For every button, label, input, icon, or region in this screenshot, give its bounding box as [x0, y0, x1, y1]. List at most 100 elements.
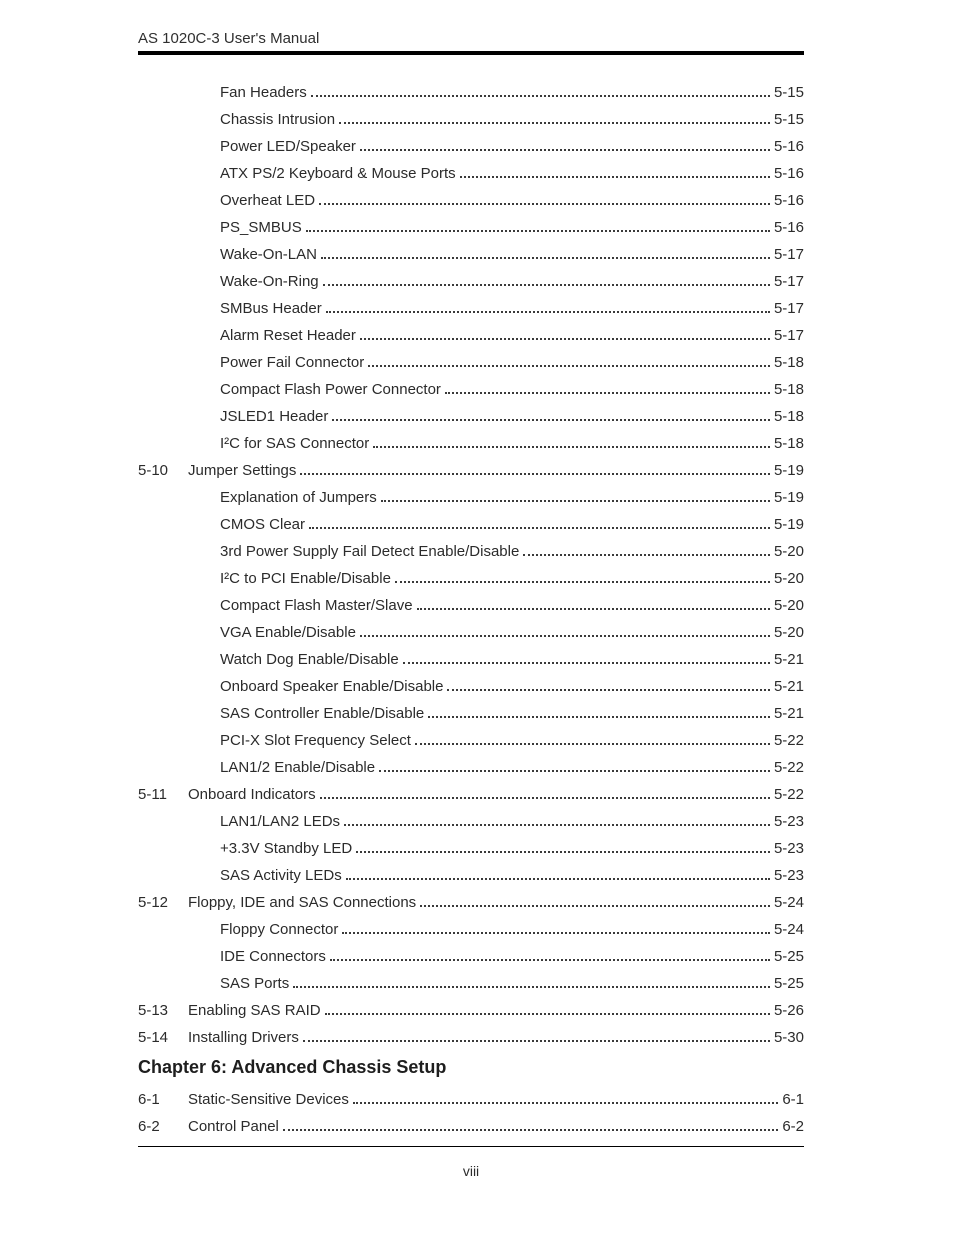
toc-sub-row: Overheat LED5-16 — [138, 193, 804, 208]
footer-rule — [138, 1146, 804, 1147]
toc-label: I²C for SAS Connector — [220, 436, 369, 451]
toc-label: Floppy, IDE and SAS Connections — [188, 895, 416, 910]
leader-dots — [428, 708, 770, 718]
leader-dots — [283, 1121, 778, 1131]
toc-label: Floppy Connector — [220, 922, 338, 937]
toc-label: CMOS Clear — [220, 517, 305, 532]
toc-page: 5-16 — [774, 166, 804, 181]
toc-sub-row: Power Fail Connector 5-18 — [138, 355, 804, 370]
toc-page: 5-17 — [774, 328, 804, 343]
leader-dots — [320, 789, 770, 799]
toc-section-row: 5-10Jumper Settings5-19 — [138, 463, 804, 478]
toc-page: 5-21 — [774, 652, 804, 667]
toc-sub-row: CMOS Clear5-19 — [138, 517, 804, 532]
toc-label: Static-Sensitive Devices — [188, 1092, 349, 1107]
toc-label: SAS Controller Enable/Disable — [220, 706, 424, 721]
toc-section-num: 6-2 — [138, 1119, 188, 1134]
leader-dots — [306, 222, 770, 232]
leader-dots — [346, 870, 770, 880]
toc-label: Jumper Settings — [188, 463, 296, 478]
toc-page: 5-20 — [774, 598, 804, 613]
toc-page: 5-18 — [774, 436, 804, 451]
toc-label: SMBus Header — [220, 301, 322, 316]
toc-sub-row: LAN1/LAN2 LEDs5-23 — [138, 814, 804, 829]
toc-label: Fan Headers — [220, 85, 307, 100]
leader-dots — [342, 924, 770, 934]
toc-page: 5-16 — [774, 139, 804, 154]
toc-sub-row: IDE Connectors5-25 — [138, 949, 804, 964]
toc-page: 5-24 — [774, 922, 804, 937]
toc-sub-row: Compact Flash Power Connector5-18 — [138, 382, 804, 397]
leader-dots — [381, 492, 770, 502]
toc-sub-row: I²C for SAS Connector 5-18 — [138, 436, 804, 451]
leader-dots — [420, 897, 770, 907]
toc-label: I²C to PCI Enable/Disable — [220, 571, 391, 586]
leader-dots — [373, 438, 770, 448]
toc-sub-row: Compact Flash Master/Slave5-20 — [138, 598, 804, 613]
toc-page: 5-24 — [774, 895, 804, 910]
leader-dots — [323, 276, 770, 286]
toc-label: Power Fail Connector — [220, 355, 364, 370]
leader-dots — [360, 330, 770, 340]
toc-section-row: 5-13Enabling SAS RAID5-26 — [138, 1003, 804, 1018]
toc-label: 3rd Power Supply Fail Detect Enable/Disa… — [220, 544, 519, 559]
leader-dots — [360, 627, 770, 637]
toc-page: 5-18 — [774, 409, 804, 424]
toc-label: LAN1/2 Enable/Disable — [220, 760, 375, 775]
toc-page: 5-26 — [774, 1003, 804, 1018]
toc-page: 5-23 — [774, 868, 804, 883]
page-number: viii — [138, 1163, 804, 1179]
toc-label: PCI-X Slot Frequency Select — [220, 733, 411, 748]
toc-page: 5-25 — [774, 976, 804, 991]
leader-dots — [417, 600, 770, 610]
toc-page: 5-19 — [774, 463, 804, 478]
toc-sub-row: Explanation of Jumpers5-19 — [138, 490, 804, 505]
toc-sub-row: VGA Enable/Disable5-20 — [138, 625, 804, 640]
toc-sub-row: SAS Activity LEDs5-23 — [138, 868, 804, 883]
toc-label: Onboard Indicators — [188, 787, 316, 802]
header-rule — [138, 51, 804, 55]
leader-dots — [309, 519, 770, 529]
toc-page: 5-20 — [774, 625, 804, 640]
toc-page: 5-17 — [774, 274, 804, 289]
leader-dots — [523, 546, 770, 556]
toc-section-row: 6-1Static-Sensitive Devices6-1 — [138, 1092, 804, 1107]
toc-page: 5-22 — [774, 733, 804, 748]
toc-sub-row: Alarm Reset Header5-17 — [138, 328, 804, 343]
toc-label: Enabling SAS RAID — [188, 1003, 321, 1018]
leader-dots — [379, 762, 770, 772]
toc-label: Watch Dog Enable/Disable — [220, 652, 399, 667]
toc-page: 5-15 — [774, 85, 804, 100]
toc-label: Wake-On-Ring — [220, 274, 319, 289]
leader-dots — [368, 357, 770, 367]
toc-sub-row: Chassis Intrusion5-15 — [138, 112, 804, 127]
toc-label: JSLED1 Header — [220, 409, 328, 424]
toc-page: 5-17 — [774, 247, 804, 262]
toc-sub-row: 3rd Power Supply Fail Detect Enable/Disa… — [138, 544, 804, 559]
toc-page: 5-18 — [774, 355, 804, 370]
toc-sub-row: Wake-On-LAN5-17 — [138, 247, 804, 262]
toc-label: Power LED/Speaker — [220, 139, 356, 154]
toc-sub-row: Wake-On-Ring 5-17 — [138, 274, 804, 289]
toc-page: 5-30 — [774, 1030, 804, 1045]
toc-label: +3.3V Standby LED — [220, 841, 352, 856]
toc-sub-row: +3.3V Standby LED5-23 — [138, 841, 804, 856]
toc-sub-row: SAS Ports5-25 — [138, 976, 804, 991]
leader-dots — [303, 1032, 770, 1042]
toc-sub-row: Fan Headers 5-15 — [138, 85, 804, 100]
toc-sub-row: Watch Dog Enable/Disable 5-21 — [138, 652, 804, 667]
toc-section-row: 6-2Control Panel6-2 — [138, 1119, 804, 1134]
toc-page: 5-18 — [774, 382, 804, 397]
toc-page: 5-21 — [774, 706, 804, 721]
leader-dots — [403, 654, 770, 664]
toc-label: Control Panel — [188, 1119, 279, 1134]
leader-dots — [445, 384, 770, 394]
leader-dots — [395, 573, 770, 583]
toc-page: 5-23 — [774, 814, 804, 829]
toc-page: 5-19 — [774, 490, 804, 505]
toc-page: 5-17 — [774, 301, 804, 316]
toc-page: 5-22 — [774, 787, 804, 802]
leader-dots — [344, 816, 770, 826]
leader-dots — [353, 1094, 778, 1104]
toc-label: PS_SMBUS — [220, 220, 302, 235]
